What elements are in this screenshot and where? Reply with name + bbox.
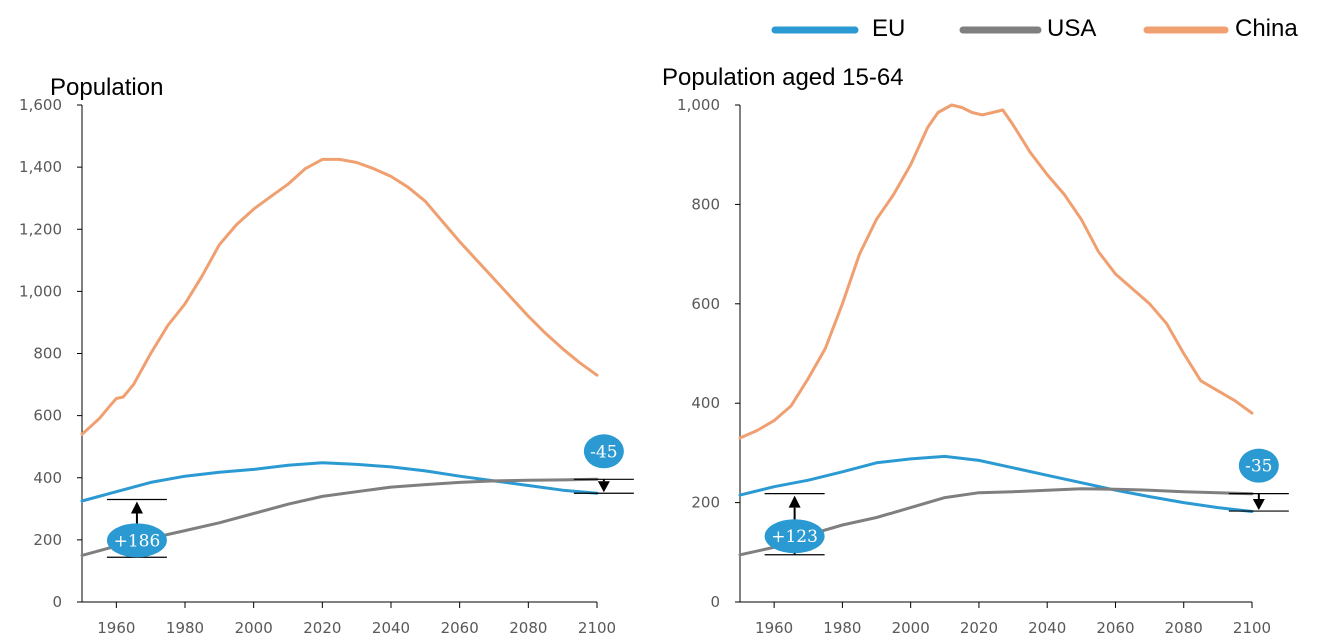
series-line-usa [80,477,599,557]
x-tick-label: 2000 [235,619,273,637]
annotation-badge [1238,448,1279,483]
annotation-45: -45 [573,434,634,494]
annotation-badge-label: -35 [1245,457,1272,477]
y-tick-label: 800 [33,345,62,363]
x-tick-label: 2100 [578,619,616,637]
annotation-badge [764,519,825,554]
x-tick-label: 2060 [441,619,479,637]
y-tick-label: 400 [691,394,720,412]
annotation-badge-label: -45 [590,442,617,462]
annotation-badge [583,434,624,469]
annotation-arrow-head [597,481,610,493]
chart-title: Population aged 15-64 [662,64,904,91]
annotation-35: -35 [1228,448,1289,512]
x-tick-label: 2080 [1165,619,1203,637]
y-tick-label: 1,200 [19,220,62,238]
x-tick-label: 2040 [1028,619,1066,637]
y-tick-label: 200 [33,531,62,549]
x-tick-label: 1960 [97,619,135,637]
legend-label-usa: USA [1047,15,1096,42]
legend-item-usa: USA [959,15,1096,42]
legend-item-eu: EU [771,15,905,42]
annotation-badge-label: +123 [771,527,818,547]
annotation-186: +186 [106,498,167,558]
x-tick-label: 1960 [755,619,793,637]
y-tick-label: 800 [691,195,720,213]
y-tick-label: 600 [33,407,62,425]
legend-item-china: China [1143,15,1298,42]
chart-title: Population [50,74,163,101]
legend-label-eu: EU [872,15,905,42]
x-tick-label: 2040 [372,619,410,637]
annotation-badge-label: +186 [114,531,161,551]
y-tick-label: 1,600 [19,96,62,114]
series-line-china [80,157,599,436]
annotation-arrow-head [1252,499,1265,511]
y-tick-label: 600 [691,295,720,313]
legend-label-china: China [1235,15,1298,42]
annotation-arrow-head [130,501,143,514]
chart-population-aged-15-64: Population aged 15-64 0 200 400 600 800 1,000 1… [662,64,1289,637]
annotation-badge [106,523,167,558]
y-tick-label: 400 [33,469,62,487]
y-tick-label: 200 [691,494,720,512]
x-tick-label: 2000 [892,619,930,637]
series-line-china [738,103,1254,440]
annotation-123: +123 [764,493,825,556]
y-tick-label: 1,400 [19,158,62,176]
x-tick-label: 2020 [960,619,998,637]
chart-population: Population 0 200 400 600 800 1,000 1,200 1,400 1,… [19,74,634,637]
x-tick-label: 2020 [303,619,341,637]
annotation-arrow-head [788,495,801,508]
y-tick-label: 0 [52,593,62,611]
y-tick-label: 0 [710,593,720,611]
legend: EU USA China [771,15,1298,42]
x-tick-label: 2060 [1096,619,1134,637]
y-tick-label: 1,000 [677,96,720,114]
x-tick-label: 2080 [509,619,547,637]
series-line-usa [738,487,1254,557]
series-line-eu [80,461,599,503]
series-line-eu [738,454,1254,513]
x-tick-label: 2100 [1233,619,1271,637]
y-tick-label: 1,000 [19,282,62,300]
x-tick-label: 1980 [823,619,861,637]
x-tick-label: 1980 [166,619,204,637]
